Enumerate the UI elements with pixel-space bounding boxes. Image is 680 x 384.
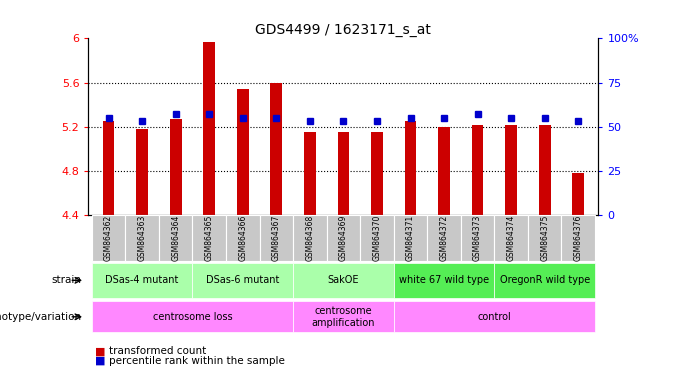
Bar: [360, 215, 394, 261]
Bar: [92, 301, 293, 332]
Bar: [573, 173, 584, 215]
Text: ■: ■: [95, 356, 105, 366]
Bar: [438, 127, 450, 215]
Bar: [505, 124, 517, 215]
Text: percentile rank within the sample: percentile rank within the sample: [109, 356, 285, 366]
Text: control: control: [477, 312, 511, 322]
Bar: [159, 215, 192, 261]
Bar: [371, 132, 383, 215]
Text: GSM864370: GSM864370: [373, 215, 381, 261]
Bar: [192, 263, 293, 298]
Bar: [271, 83, 282, 215]
Bar: [192, 215, 226, 261]
Bar: [293, 263, 394, 298]
Bar: [304, 132, 316, 215]
Text: transformed count: transformed count: [109, 346, 206, 356]
Bar: [394, 215, 427, 261]
Bar: [427, 215, 461, 261]
Text: GSM864375: GSM864375: [540, 215, 549, 261]
Title: GDS4499 / 1623171_s_at: GDS4499 / 1623171_s_at: [256, 23, 431, 37]
Text: centrosome
amplification: centrosome amplification: [311, 306, 375, 328]
Text: GSM864368: GSM864368: [305, 215, 314, 261]
Bar: [337, 132, 350, 215]
Bar: [226, 215, 260, 261]
Text: white 67 wild type: white 67 wild type: [399, 275, 489, 285]
Text: GSM864372: GSM864372: [439, 215, 449, 261]
Bar: [394, 301, 595, 332]
Bar: [494, 263, 595, 298]
Text: GSM864364: GSM864364: [171, 215, 180, 261]
Bar: [103, 121, 114, 215]
Text: GSM864374: GSM864374: [507, 215, 515, 261]
Text: GSM864373: GSM864373: [473, 215, 482, 261]
Bar: [203, 42, 215, 215]
Bar: [92, 215, 125, 261]
Text: GSM864369: GSM864369: [339, 215, 348, 261]
Text: strain: strain: [52, 275, 82, 285]
Bar: [461, 215, 494, 261]
Text: GSM864371: GSM864371: [406, 215, 415, 261]
Text: centrosome loss: centrosome loss: [152, 312, 233, 322]
Bar: [528, 215, 562, 261]
Bar: [293, 301, 394, 332]
Text: OregonR wild type: OregonR wild type: [500, 275, 590, 285]
Text: DSas-4 mutant: DSas-4 mutant: [105, 275, 179, 285]
Bar: [293, 215, 326, 261]
Bar: [92, 263, 192, 298]
Bar: [405, 121, 416, 215]
Text: GSM864367: GSM864367: [272, 215, 281, 261]
Bar: [237, 89, 249, 215]
Text: SakOE: SakOE: [328, 275, 359, 285]
Bar: [494, 215, 528, 261]
Text: GSM864363: GSM864363: [137, 215, 147, 261]
Text: ■: ■: [95, 346, 105, 356]
Bar: [136, 129, 148, 215]
Bar: [125, 215, 159, 261]
Bar: [539, 124, 551, 215]
Bar: [562, 215, 595, 261]
Text: GSM864366: GSM864366: [238, 215, 248, 261]
Bar: [260, 215, 293, 261]
Text: GSM864365: GSM864365: [205, 215, 214, 261]
Text: GSM864376: GSM864376: [574, 215, 583, 261]
Text: GSM864362: GSM864362: [104, 215, 113, 261]
Bar: [326, 215, 360, 261]
Text: DSas-6 mutant: DSas-6 mutant: [206, 275, 279, 285]
Bar: [394, 263, 494, 298]
Bar: [472, 124, 483, 215]
Bar: [170, 119, 182, 215]
Text: genotype/variation: genotype/variation: [0, 312, 82, 322]
